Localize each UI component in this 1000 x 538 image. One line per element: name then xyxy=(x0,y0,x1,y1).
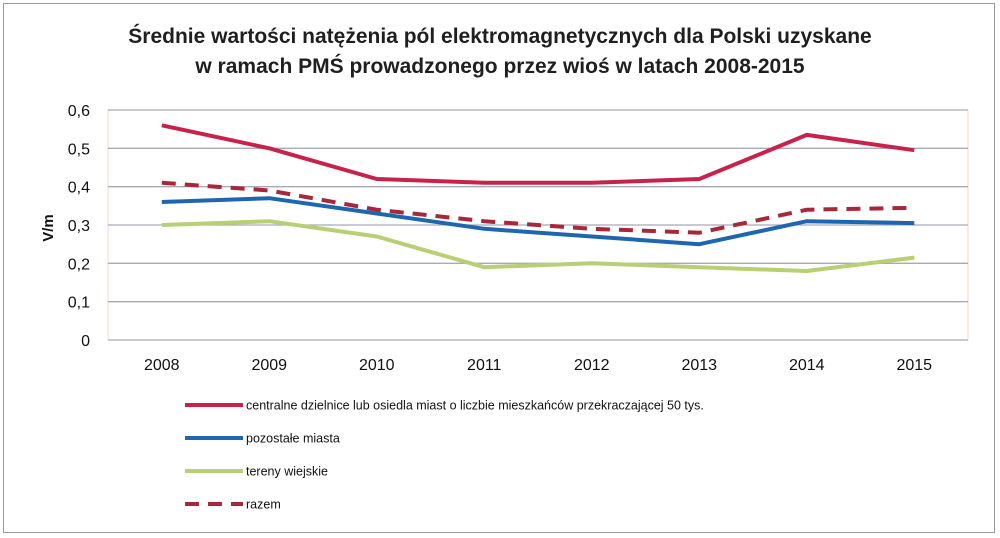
legend-label-1: centralne dzielnice lub osiedla miast o … xyxy=(246,399,704,413)
x-tick-label: 2015 xyxy=(896,357,932,374)
x-tick-label: 2008 xyxy=(144,357,180,374)
series-line-3 xyxy=(161,219,915,273)
y-tick-label: 0,5 xyxy=(68,141,90,158)
x-tick-label: 2011 xyxy=(467,357,502,374)
y-tick-label: 0 xyxy=(81,333,90,350)
y-axis-label: V/m xyxy=(40,214,57,242)
chart-title: Średnie wartości natężenia pól elektroma… xyxy=(0,22,1000,82)
series-line-1 xyxy=(161,123,915,185)
y-tick-label: 0,6 xyxy=(68,103,90,120)
chart-title-line-1: Średnie wartości natężenia pól elektroma… xyxy=(128,25,872,48)
y-tick-label: 0,2 xyxy=(68,256,90,273)
y-tick-label: 0,1 xyxy=(68,295,90,312)
x-tick-label: 2009 xyxy=(251,357,287,374)
series-lines xyxy=(161,123,915,273)
legend-label-3: tereny wiejskie xyxy=(246,465,328,479)
x-tick-label: 2014 xyxy=(789,357,825,374)
series-line-2 xyxy=(161,196,915,247)
axes: 0 0,1 0,2 0,3 0,4 0,5 0,6 2008 2009 2010 2011 2012 2… xyxy=(68,103,968,374)
x-tick-label: 2012 xyxy=(574,357,610,374)
series-line-4 xyxy=(161,180,915,235)
y-tick-label: 0,4 xyxy=(68,180,90,197)
gridlines xyxy=(107,109,969,341)
x-tick-label: 2013 xyxy=(681,357,717,374)
chart-title-line-2: w ramach PMŚ prowadzonego przez wioś w l… xyxy=(195,55,805,78)
x-tick-label: 2010 xyxy=(359,357,395,374)
y-tick-label: 0,3 xyxy=(68,218,90,235)
legend-label-2: pozostałe miasta xyxy=(246,432,340,446)
legend: centralne dzielnice lub osiedla miast o … xyxy=(185,399,704,512)
legend-label-4: razem xyxy=(246,498,281,512)
